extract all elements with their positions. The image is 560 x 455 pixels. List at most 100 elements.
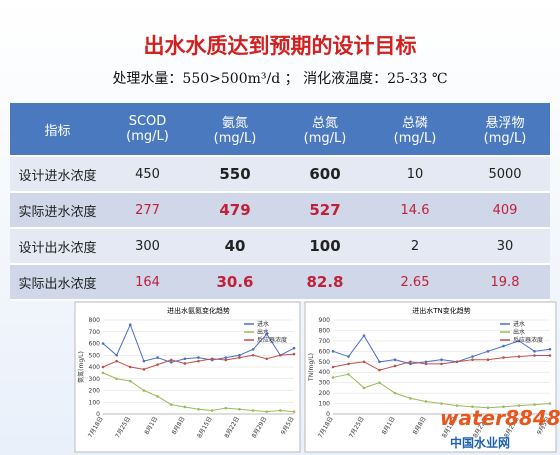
series-point (393, 364, 397, 368)
series-point (115, 359, 118, 363)
series-point (292, 410, 296, 413)
row-label: 设计出水浓度 (18, 240, 97, 256)
series-point (128, 323, 132, 327)
series-point (533, 354, 536, 357)
y-tick-label: 0 (96, 411, 100, 418)
series-point (156, 395, 159, 398)
table-row: 设计出水浓度 300 40 100 2 30 (10, 229, 550, 265)
series-point (455, 360, 459, 364)
header-cell: 总磷 (mg/L) (370, 103, 460, 155)
series-point (409, 362, 412, 366)
series-point (362, 360, 366, 364)
chart-title: 进出水氨氮变化趋势 (167, 306, 230, 315)
series-point (378, 368, 381, 372)
series-point (533, 350, 536, 353)
y-tick-label: 500 (89, 352, 101, 359)
table-cell: 164 (135, 274, 160, 290)
series-point (471, 358, 474, 361)
series-point (115, 353, 118, 357)
y-tick-label: 600 (319, 348, 331, 355)
series-point (331, 365, 335, 369)
series-point (265, 410, 269, 413)
table-cell: 40 (224, 237, 246, 255)
series-point (455, 404, 459, 407)
series-point (502, 344, 505, 348)
header-name: 总氮 (311, 116, 338, 131)
series-point (378, 360, 381, 364)
y-tick-label: 0 (326, 411, 330, 418)
header-unit: (mg/L) (126, 129, 169, 144)
series-point (347, 355, 350, 358)
series-point (393, 391, 397, 395)
table-cell: 30 (496, 238, 514, 254)
series-point (251, 409, 255, 412)
title: 出水水质达到预期的设计目标 (143, 33, 417, 58)
header-unit: (mg/L) (393, 131, 437, 146)
series-point (378, 381, 381, 384)
y-tick-label: 100 (319, 401, 331, 408)
header-name: SCOD (128, 114, 167, 129)
series-point (265, 357, 269, 361)
series-point (142, 389, 146, 392)
series-point (183, 362, 187, 365)
row-label: 实际进水浓度 (18, 204, 97, 220)
table-row: 实际出水浓度 164 30.6 82.8 2.65 19.8 (10, 265, 550, 301)
series-point (238, 353, 241, 357)
table-cell: 409 (492, 202, 518, 218)
header-cell: SCOD (mg/L) (105, 103, 190, 155)
series-point (347, 373, 350, 376)
series-point (517, 404, 521, 407)
series-point (471, 355, 474, 358)
y-tick-label: 700 (319, 338, 331, 345)
series-point (548, 347, 552, 351)
series-point (142, 368, 146, 371)
legend-label: 反应器浓度 (513, 336, 543, 344)
table-cell: 2 (410, 238, 420, 254)
legend-label: 进水 (513, 320, 525, 328)
series-point (424, 360, 428, 364)
series-point (279, 409, 282, 412)
y-tick-label: 300 (319, 380, 331, 387)
y-tick-label: 900 (319, 317, 331, 324)
header-row: 指标 SCOD (mg/L) 氨氮 (mg/L) 总氮 (mg/L) 总磷 (mg/L) 悬浮物(… (10, 103, 550, 157)
table-cell: 19.8 (490, 274, 520, 290)
series-point (169, 361, 173, 364)
table-cell: 100 (309, 237, 341, 255)
series-point (224, 406, 228, 410)
series-point (393, 358, 397, 361)
series-point (169, 358, 173, 362)
series-point (156, 363, 159, 366)
table-cell: 5000 (488, 166, 522, 182)
series-point (197, 356, 200, 359)
series-point (142, 359, 146, 363)
series-point (471, 405, 474, 408)
series-point (347, 362, 350, 366)
series-point (362, 334, 366, 337)
header-unit: (mg/L) (483, 131, 527, 146)
table-cell: 479 (219, 201, 251, 219)
series-point (486, 358, 490, 361)
series-point (409, 397, 412, 400)
series-point (409, 360, 412, 364)
table-cell: 10 (406, 166, 424, 182)
series-point (169, 403, 173, 406)
table-cell: 550 (219, 165, 251, 183)
series-point (197, 359, 200, 363)
table-cell: 450 (135, 166, 160, 182)
series-point (362, 386, 366, 390)
series-point (331, 350, 335, 353)
chart-frame (304, 301, 557, 453)
table-row: 实际进水浓度 277 479 527 14.6 409 (10, 193, 550, 229)
watermark-site: 中国水业网 (450, 435, 510, 450)
series-point (101, 365, 105, 369)
series-point (183, 357, 187, 361)
table-cell: 277 (135, 202, 160, 218)
table-cell: 527 (309, 201, 341, 219)
series-point (292, 352, 296, 356)
series-point (486, 350, 490, 353)
table-cell: 82.8 (306, 273, 344, 291)
series-point (183, 405, 187, 409)
y-tick-label: 600 (89, 341, 101, 348)
header-name: 悬浮物 (485, 116, 525, 131)
